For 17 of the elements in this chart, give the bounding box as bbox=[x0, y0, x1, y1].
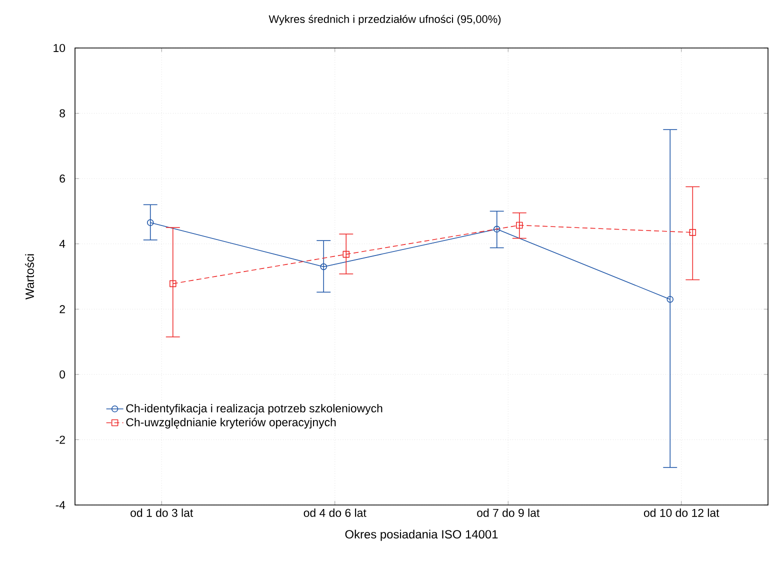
chart-title: Wykres średnich i przedziałów ufności (95,00%) bbox=[268, 14, 501, 26]
y-tick-label: 0 bbox=[60, 370, 66, 378]
x-tick-label: od 1 do 3 lat bbox=[130, 508, 194, 517]
y-tick-label: 6 bbox=[60, 174, 65, 183]
x-tick-label: od 10 do 12 lat bbox=[644, 508, 720, 517]
x-tick-label: od 7 do 9 lat bbox=[477, 508, 540, 517]
x-axis-title: Okres posiadania ISO 14001 bbox=[345, 530, 498, 541]
y-tick-label: 8 bbox=[60, 109, 66, 118]
legend-label: Ch-uwzględnianie kryteriów operacyjnych bbox=[126, 418, 336, 429]
y-tick-label: 2 bbox=[60, 305, 65, 314]
y-tick-label: -4 bbox=[56, 501, 66, 509]
y-tick-label: -2 bbox=[56, 436, 65, 444]
legend-label: Ch-identyfikacja i realizacja potrzeb szkoleniowych bbox=[126, 404, 382, 415]
y-axis-title: Wartości bbox=[25, 254, 34, 300]
x-tick-label: od 4 do 6 lat bbox=[304, 508, 366, 517]
y-tick-label: 4 bbox=[59, 240, 66, 248]
y-tick-label: 10 bbox=[54, 44, 66, 52]
